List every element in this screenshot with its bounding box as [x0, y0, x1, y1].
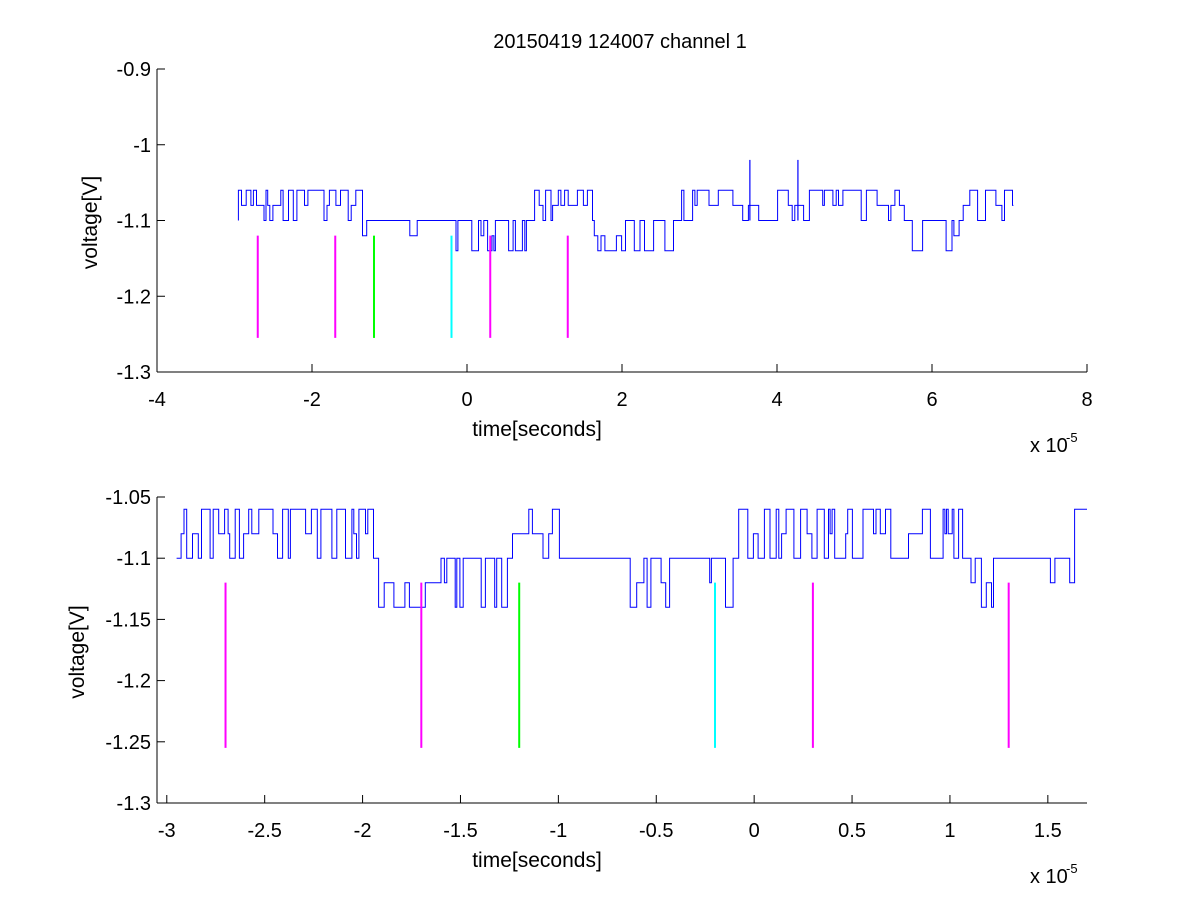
x-tick-label: -4 — [148, 389, 166, 411]
y-axis-label: voltage[V] — [79, 176, 102, 269]
y-tick-label: -1.3 — [117, 793, 151, 815]
x-tick-label: -1 — [549, 820, 567, 842]
x-tick-label: 1 — [944, 820, 955, 842]
x-tick-label: 1.5 — [1034, 820, 1062, 842]
x-tick-label: -1.5 — [443, 820, 477, 842]
x-tick-label: 4 — [771, 389, 782, 411]
x-tick-label: -3 — [158, 820, 176, 842]
x-tick-label: 0.5 — [838, 820, 866, 842]
x-exponent-label: -5 — [1066, 861, 1078, 876]
y-axis-label: voltage[V] — [66, 605, 89, 698]
x-tick-label: 8 — [1081, 389, 1092, 411]
x-tick-label: 2 — [616, 389, 627, 411]
x-axis-label: time[seconds] — [472, 849, 602, 872]
chart-title: 20150419 124007 channel 1 — [493, 31, 747, 53]
x-tick-label: 0 — [749, 820, 760, 842]
x-multiplier-label: x 10 — [1030, 866, 1068, 888]
x-tick-label: 0 — [461, 389, 472, 411]
x-tick-label: -2 — [354, 820, 372, 842]
x-tick-label: -2 — [303, 389, 321, 411]
y-tick-label: -1.05 — [105, 487, 151, 509]
y-tick-label: -1 — [133, 135, 151, 157]
y-tick-label: -0.9 — [117, 59, 151, 81]
y-tick-label: -1.15 — [105, 609, 151, 631]
y-tick-label: -1.25 — [105, 732, 151, 754]
y-tick-label: -1.2 — [117, 671, 151, 693]
x-exponent-label: -5 — [1066, 430, 1078, 445]
y-tick-label: -1.2 — [117, 286, 151, 308]
y-tick-label: -1.3 — [117, 362, 151, 384]
x-axis-label: time[seconds] — [472, 418, 602, 441]
x-multiplier-label: x 10 — [1030, 435, 1068, 457]
y-tick-label: -1.1 — [117, 548, 151, 570]
signal-trace — [237, 189, 1014, 252]
x-tick-label: 6 — [926, 389, 937, 411]
x-tick-label: -0.5 — [639, 820, 673, 842]
y-tick-label: -1.1 — [117, 211, 151, 233]
x-tick-label: -2.5 — [247, 820, 281, 842]
signal-trace — [176, 508, 1087, 608]
